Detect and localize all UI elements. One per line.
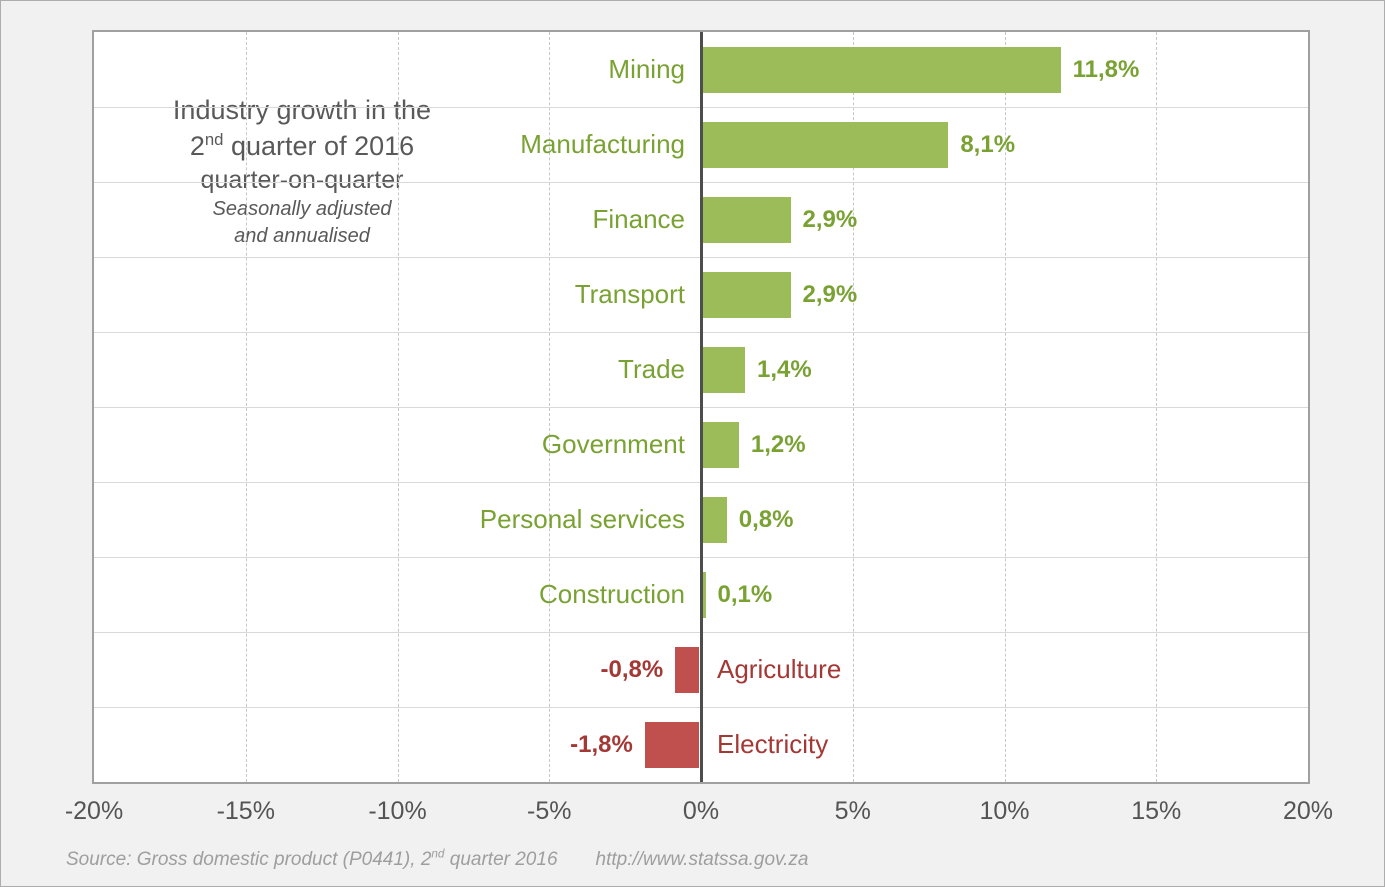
value-label: 0,1%	[717, 580, 773, 608]
x-axis-tick-label: 20%	[1282, 797, 1334, 825]
x-axis: -20% -15% -10% -5% 0% 5% 10% 15% 20%	[1, 797, 1384, 833]
bar	[702, 571, 706, 618]
source-url: http://www.statssa.gov.za	[595, 849, 809, 870]
x-axis-tick-label: 15%	[1131, 797, 1182, 825]
title-line-2-pre: 2	[189, 131, 205, 161]
bar	[675, 646, 700, 693]
chart-title: Industry growth in the 2nd quarter of 20…	[114, 86, 490, 268]
x-axis-tick-label: 10%	[979, 797, 1030, 825]
bar	[702, 496, 727, 543]
title-line-2-sup: nd	[204, 130, 224, 149]
x-axis-tick-label: 5%	[834, 797, 871, 825]
category-label: Agriculture	[717, 654, 842, 684]
category-label: Finance	[592, 204, 686, 234]
category-label: Construction	[539, 579, 685, 609]
value-label: 1,4%	[756, 355, 812, 383]
bar	[702, 346, 745, 393]
title-line-5: and annualised	[234, 225, 370, 247]
source-text: Source: Gross domestic product (P0441), …	[66, 847, 558, 870]
bar	[702, 46, 1061, 93]
title-line-1: Industry growth in the	[172, 95, 432, 125]
title-line-3: quarter-on-quarter	[200, 166, 404, 194]
bar	[702, 421, 739, 468]
value-label: 2,9%	[802, 205, 858, 233]
zero-axis-line	[699, 32, 703, 782]
value-label: -1,8%	[570, 730, 633, 758]
plot-area: Industry growth in the 2nd quarter of 20…	[92, 30, 1310, 784]
bar	[644, 721, 700, 768]
value-label: 0,8%	[738, 505, 794, 533]
value-label: 1,2%	[750, 430, 806, 458]
x-axis-tick-label: -20%	[64, 797, 124, 825]
category-label: Personal services	[479, 504, 685, 534]
bar	[702, 121, 949, 168]
x-axis-tick-label: -15%	[216, 797, 275, 825]
title-line-4: Seasonally adjusted	[212, 198, 392, 220]
category-label: Trade	[618, 354, 685, 384]
title-line-2: 2nd quarter of 2016	[114, 128, 490, 164]
category-label: Electricity	[717, 729, 829, 759]
value-label: 8,1%	[960, 130, 1016, 158]
value-label: -0,8%	[600, 655, 664, 683]
x-axis-tick-label: -10%	[368, 797, 427, 825]
source-note: Source: Gross domestic product (P0441), …	[66, 847, 809, 871]
value-label: 2,9%	[802, 280, 858, 308]
title-line-2-post: quarter of 2016	[223, 131, 415, 161]
category-label: Transport	[574, 279, 685, 309]
category-label: Manufacturing	[520, 129, 685, 159]
x-axis-tick-label: 0%	[682, 797, 720, 825]
plot-inner: Industry growth in the 2nd quarter of 20…	[94, 32, 1308, 782]
category-label: Mining	[608, 54, 685, 84]
bar	[702, 196, 791, 243]
bar	[702, 271, 791, 318]
source-text-sup: nd	[431, 847, 445, 861]
source-text-post: quarter 2016	[444, 849, 558, 870]
x-axis-tick-label: -5%	[527, 797, 572, 825]
source-text-pre: Source: Gross domestic product (P0441), …	[66, 849, 432, 870]
value-label: 11,8%	[1072, 55, 1140, 83]
category-label: Government	[541, 429, 685, 459]
